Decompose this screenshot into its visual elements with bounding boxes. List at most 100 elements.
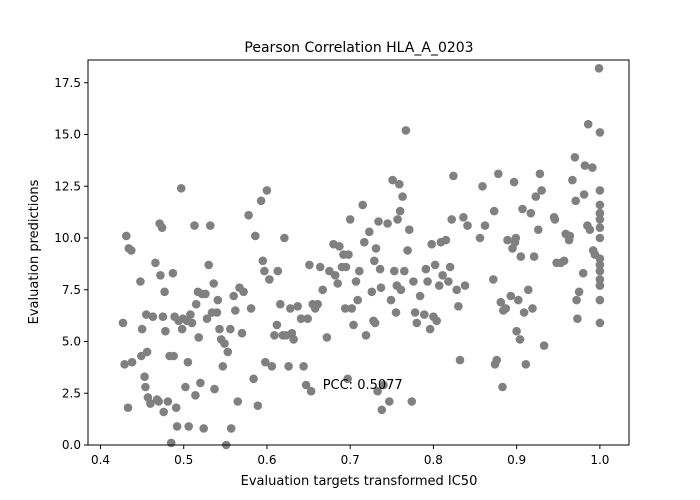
data-point <box>140 372 149 382</box>
data-point <box>172 422 182 431</box>
data-point <box>202 314 212 324</box>
data-point <box>579 190 589 199</box>
data-point <box>420 310 429 319</box>
data-point <box>501 304 511 313</box>
data-point <box>183 357 193 367</box>
data-point <box>265 275 274 284</box>
data-point <box>120 360 129 369</box>
data-point <box>177 324 187 334</box>
data-point <box>194 333 203 342</box>
pcc-annotation: PCC: 0.5077 <box>323 378 403 393</box>
data-point <box>159 407 168 417</box>
data-point <box>571 196 580 206</box>
data-point <box>524 285 533 295</box>
data-point <box>136 277 145 286</box>
data-point <box>141 382 150 392</box>
data-point <box>434 281 444 290</box>
data-point <box>351 277 361 286</box>
data-point <box>151 258 160 268</box>
data-point <box>475 233 485 243</box>
data-point <box>595 233 605 243</box>
data-point <box>249 374 258 384</box>
data-point <box>191 391 200 400</box>
data-point <box>176 184 186 193</box>
data-point <box>347 304 357 313</box>
data-point <box>166 438 176 448</box>
data-point <box>594 64 604 73</box>
data-point <box>595 295 605 305</box>
data-point <box>578 268 588 278</box>
data-point <box>415 291 425 301</box>
data-point <box>373 386 382 396</box>
data-point <box>358 200 368 210</box>
data-point <box>223 347 233 357</box>
data-point <box>595 318 605 328</box>
data-point <box>531 192 541 201</box>
data-point <box>246 304 256 313</box>
y-tick-label: 5.0 <box>62 335 81 349</box>
data-point <box>595 275 605 284</box>
data-point <box>498 382 507 392</box>
data-point <box>340 304 350 313</box>
data-point <box>438 271 447 280</box>
y-tick-label: 12.5 <box>54 179 81 193</box>
data-point <box>212 308 222 317</box>
data-point <box>335 242 344 251</box>
data-point <box>376 283 386 293</box>
data-point <box>459 213 468 222</box>
data-point <box>588 163 597 172</box>
y-tick-label: 15.0 <box>54 128 81 142</box>
data-point <box>345 215 355 224</box>
data-point <box>244 210 253 220</box>
data-point <box>595 223 605 232</box>
data-point <box>444 277 453 286</box>
data-point <box>427 239 437 249</box>
data-point <box>496 297 506 307</box>
chart-title: Pearson Correlation HLA_A_0203 <box>244 40 473 56</box>
data-point <box>273 266 283 276</box>
data-point <box>580 161 590 170</box>
data-point <box>226 424 236 433</box>
data-point <box>349 320 358 330</box>
data-point <box>270 331 279 340</box>
data-point <box>305 260 314 270</box>
data-point <box>573 314 582 324</box>
data-point <box>595 186 605 195</box>
data-point <box>330 271 340 280</box>
data-point <box>377 405 387 415</box>
data-point <box>572 295 581 305</box>
data-point <box>163 397 173 406</box>
data-point <box>506 291 516 301</box>
data-point <box>199 424 208 433</box>
data-point <box>142 310 151 319</box>
data-point <box>261 357 270 367</box>
data-point <box>184 422 193 431</box>
data-point <box>455 355 465 365</box>
data-point <box>396 285 406 295</box>
data-point <box>127 246 136 255</box>
data-point <box>239 287 248 297</box>
data-point <box>318 285 328 295</box>
data-point <box>454 302 463 311</box>
data-point <box>118 318 128 328</box>
data-point <box>388 175 397 185</box>
data-point <box>583 119 593 129</box>
data-point <box>365 227 374 237</box>
data-point <box>489 206 499 216</box>
data-point <box>226 324 235 334</box>
x-tick-label: 0.7 <box>341 453 360 467</box>
x-tick-label: 0.8 <box>424 453 443 467</box>
data-point <box>299 362 308 371</box>
x-tick-label: 0.9 <box>507 453 526 467</box>
data-point <box>361 331 371 340</box>
data-point <box>154 397 163 406</box>
data-point <box>421 264 431 274</box>
data-point <box>526 208 536 218</box>
data-point <box>280 233 289 243</box>
data-point <box>191 299 201 309</box>
data-point <box>534 225 543 234</box>
x-tick-label: 0.6 <box>257 453 276 467</box>
y-tick-label: 17.5 <box>54 76 81 90</box>
data-point <box>315 262 325 272</box>
